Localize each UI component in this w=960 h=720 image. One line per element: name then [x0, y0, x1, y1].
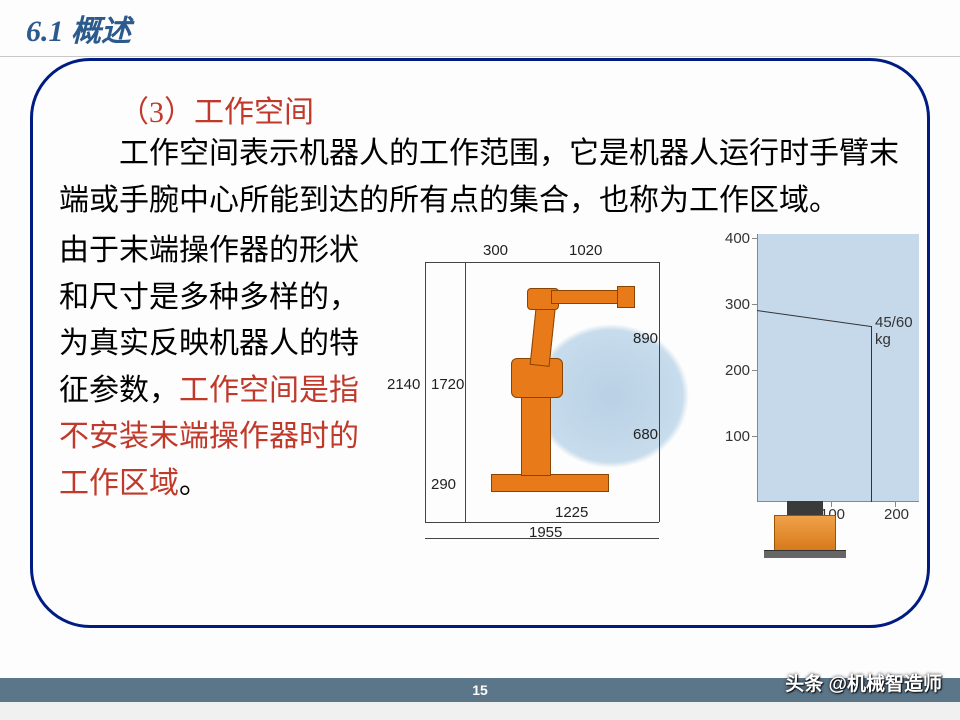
figures-area: 300 1020 2140 1720 890 680 290 1225 1955 [373, 228, 901, 558]
pedestal-top [787, 501, 823, 515]
dim-1955: 1955 [529, 524, 562, 541]
dimline [659, 262, 660, 522]
ylabel-200: 200 [725, 362, 750, 379]
dim-1225: 1225 [555, 504, 588, 521]
ytick [752, 370, 757, 371]
dim-890: 890 [633, 330, 658, 347]
ylabel-300: 300 [725, 296, 750, 313]
dimline [659, 394, 660, 395]
robot-wrist [617, 286, 635, 308]
page-number: 15 [472, 682, 488, 698]
subsection-title: （3）工作空间 [59, 87, 901, 131]
robot-forearm [551, 290, 621, 304]
footer-strip [0, 702, 960, 720]
dim-680: 680 [633, 426, 658, 443]
ytick [752, 304, 757, 305]
robot-base [491, 474, 609, 492]
slide-header: 6.1 概述 [0, 0, 960, 57]
paragraph-supplement: 由于末端操作器的形状和尺寸是多种多样的，为真实反映机器人的特征参数，工作空间是指… [59, 228, 359, 558]
dim-290: 290 [431, 476, 456, 493]
graph-plot-area [757, 234, 919, 502]
dim-300: 300 [483, 242, 508, 259]
xlabel-200: 200 [884, 506, 909, 523]
dim-2140: 2140 [387, 376, 420, 393]
ylabel-100: 100 [725, 428, 750, 445]
ylabel-400: 400 [725, 230, 750, 247]
ytick [752, 238, 757, 239]
para2-end: 。 [179, 467, 209, 500]
content-frame: （3）工作空间 工作空间表示机器人的工作范围，它是机器人运行时手臂末端或手腕中心… [30, 58, 930, 628]
dimline [425, 522, 659, 523]
dimline [465, 262, 466, 522]
paragraph-definition: 工作空间表示机器人的工作范围，它是机器人运行时手臂末端或手腕中心所能到达的所有点… [59, 131, 901, 224]
pedestal-body [774, 515, 836, 551]
graph-vline [871, 326, 872, 502]
robot-column [521, 388, 551, 476]
dim-1020: 1020 [569, 242, 602, 259]
dimline [425, 262, 426, 522]
dim-1720: 1720 [431, 376, 464, 393]
payload-annotation: 45/60 kg [875, 314, 913, 348]
section-number-title: 6.1 概述 [26, 6, 960, 50]
dimline [425, 262, 659, 263]
pedestal-base [764, 550, 846, 558]
watermark-text: 头条 @机械智造师 [785, 669, 942, 696]
ytick [752, 436, 757, 437]
